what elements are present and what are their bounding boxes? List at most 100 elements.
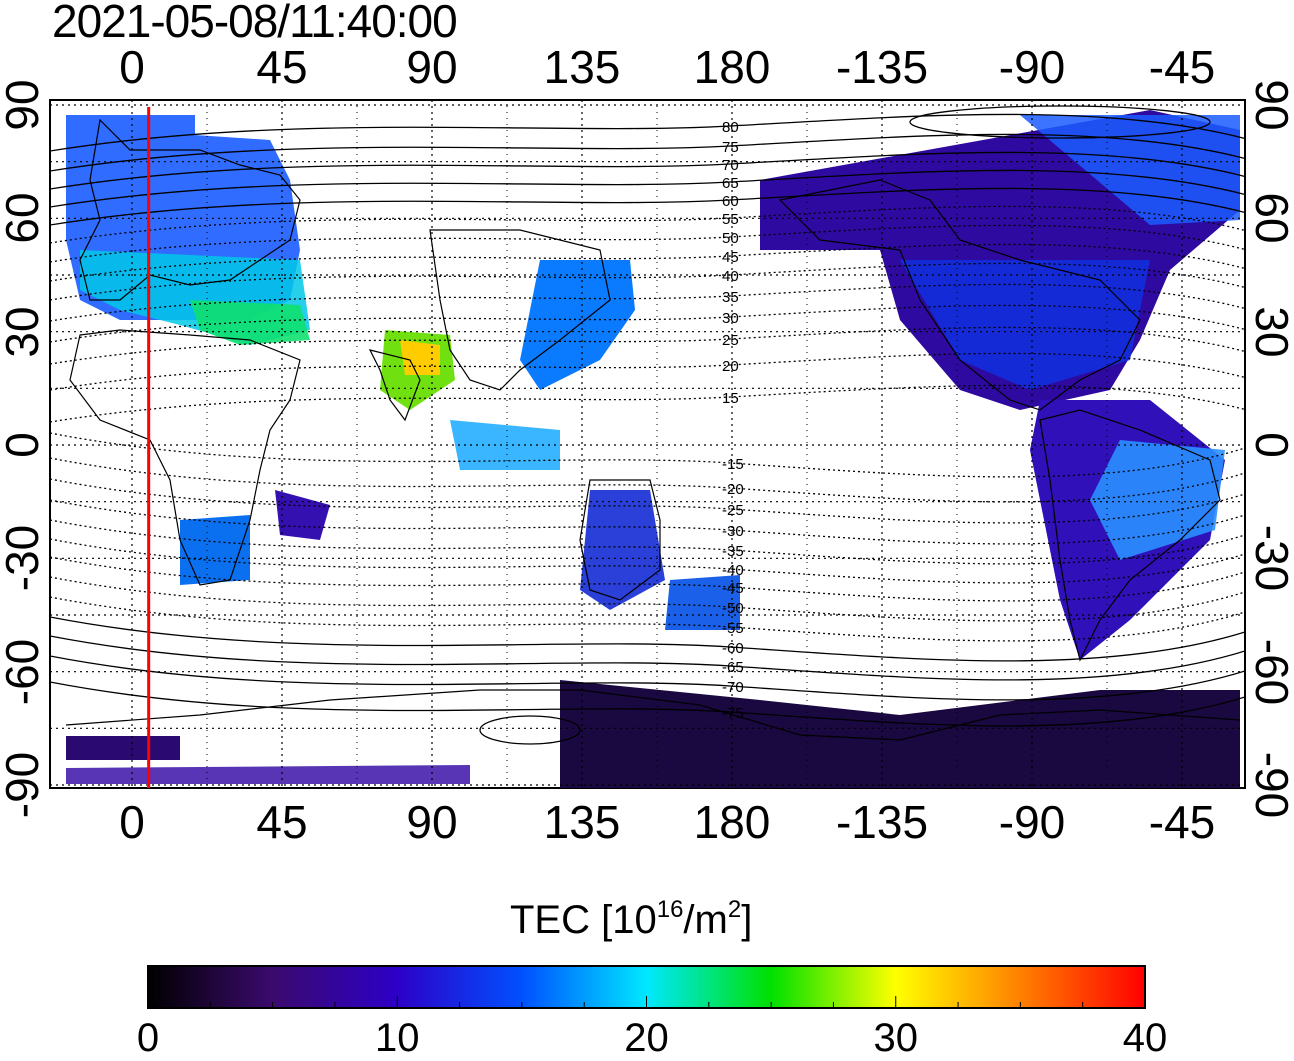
contour-line bbox=[50, 384, 1245, 423]
y-tick-label: -60 bbox=[0, 638, 48, 705]
contour-label: 45 bbox=[722, 249, 739, 266]
colorbar-title: TEC [1016/m2] bbox=[510, 896, 753, 943]
x-tick-label: -45 bbox=[1148, 796, 1216, 848]
y-tick-label: -90 bbox=[1246, 751, 1294, 819]
y-tick-label: 60 bbox=[1246, 192, 1294, 244]
tec-region-south-africa bbox=[180, 515, 250, 585]
contour-label: 70 bbox=[722, 157, 739, 174]
x-tick-label: 0 bbox=[119, 41, 145, 93]
coastline-antarctica bbox=[65, 689, 1241, 741]
coastline-africa bbox=[69, 329, 301, 586]
contour-line bbox=[50, 326, 1245, 365]
tec-region-canada bbox=[1020, 115, 1240, 225]
colorbar-tick-label: 40 bbox=[1122, 1016, 1168, 1060]
y-tick-label: 0 bbox=[0, 432, 48, 458]
contour-label: -75 bbox=[722, 705, 744, 722]
contour-line bbox=[50, 556, 1245, 602]
contour-line bbox=[50, 151, 1245, 190]
contour-label: 50 bbox=[722, 230, 739, 247]
contour-line bbox=[50, 457, 1245, 503]
coastline-europe bbox=[79, 118, 301, 301]
contour-label: -50 bbox=[722, 600, 744, 617]
contour-label: -30 bbox=[722, 523, 744, 540]
x-tick-label: 90 bbox=[406, 796, 458, 848]
contour-line bbox=[50, 133, 1245, 172]
contour-label: -70 bbox=[722, 679, 744, 696]
x-tick-label: -90 bbox=[998, 41, 1066, 93]
contour-line bbox=[50, 352, 1245, 391]
contour-loop bbox=[479, 715, 581, 745]
contour-line bbox=[50, 538, 1245, 584]
contour-label: -20 bbox=[722, 481, 744, 498]
colorbar-ticks bbox=[147, 996, 1146, 1008]
contour-label: 65 bbox=[722, 175, 739, 192]
y-tick-label: -30 bbox=[0, 525, 48, 592]
map-timestamp: 2021-05-08/11:40:00 bbox=[52, 0, 458, 47]
contour-label: 30 bbox=[722, 310, 739, 327]
tec-region-brazil bbox=[1090, 440, 1225, 560]
tec-region-south-pole-band bbox=[66, 765, 470, 784]
colorbar-tick-label: 30 bbox=[873, 1016, 919, 1060]
x-tick-label: -135 bbox=[835, 796, 929, 848]
contour-line bbox=[50, 205, 1245, 244]
x-tick-label: -90 bbox=[998, 796, 1066, 848]
tec-region-australia bbox=[580, 490, 665, 610]
y-tick-label: -60 bbox=[1246, 638, 1294, 705]
contour-label: -15 bbox=[722, 456, 744, 473]
x-tick-label: 180 bbox=[693, 41, 771, 93]
contour-label: -60 bbox=[722, 640, 744, 657]
contour-label: 40 bbox=[722, 268, 739, 285]
colorbar-tick-label: 10 bbox=[375, 1016, 420, 1060]
x-tick-label: 0 bbox=[119, 796, 145, 848]
contour-line bbox=[50, 283, 1245, 322]
y-tick-label: 30 bbox=[1246, 306, 1294, 358]
coastline-south-america bbox=[1039, 409, 1221, 662]
x-tick-label: 135 bbox=[543, 796, 621, 848]
graticule bbox=[50, 100, 1245, 788]
x-tick-label: 45 bbox=[256, 796, 308, 848]
tec-region-southern-ocean bbox=[560, 680, 1240, 788]
contour-line bbox=[50, 432, 1245, 478]
contour-label: 55 bbox=[722, 211, 739, 228]
contour-label: 60 bbox=[722, 193, 739, 210]
contour-loop-north bbox=[909, 105, 1211, 139]
x-tick-label: -135 bbox=[835, 41, 929, 93]
y-tick-label: 60 bbox=[0, 192, 48, 244]
colorbar-tick-label: 0 bbox=[136, 1016, 160, 1060]
colorbar-tick-label: 20 bbox=[624, 1016, 669, 1060]
contour-label: 20 bbox=[722, 358, 739, 375]
contour-line bbox=[50, 519, 1245, 565]
x-tick-label: -45 bbox=[1148, 41, 1216, 93]
contour-label: -25 bbox=[722, 502, 744, 519]
tec-region-madagascar bbox=[275, 490, 330, 540]
x-tick-label: 180 bbox=[693, 796, 771, 848]
contour-line bbox=[50, 635, 1245, 681]
contour-label: 15 bbox=[722, 390, 739, 407]
contour-label: -40 bbox=[722, 562, 744, 579]
x-tick-label: 45 bbox=[256, 41, 308, 93]
contour-label: 75 bbox=[722, 139, 739, 156]
y-tick-label: -30 bbox=[1246, 525, 1294, 592]
contour-line bbox=[50, 224, 1245, 263]
contour-line bbox=[50, 499, 1245, 545]
contour-label: 35 bbox=[722, 289, 739, 306]
coastline-east-asia bbox=[429, 229, 611, 391]
tec-region-south-pole-west bbox=[66, 736, 180, 760]
tec-region-india-peak bbox=[400, 340, 440, 375]
tec-region-new-zealand bbox=[665, 575, 740, 630]
tec-region-east-asia bbox=[520, 260, 635, 390]
coastlines bbox=[65, 118, 1241, 741]
contour-line bbox=[50, 113, 1245, 152]
contour-line bbox=[50, 478, 1245, 524]
tec-data-layer bbox=[66, 110, 1240, 788]
contour-line bbox=[50, 655, 1245, 701]
coastline-india bbox=[368, 349, 421, 422]
contour-label: -55 bbox=[722, 620, 744, 637]
coastline-australia bbox=[579, 479, 661, 601]
contour-line bbox=[50, 576, 1245, 622]
contour-line bbox=[50, 596, 1245, 642]
y-tick-label: 90 bbox=[1246, 79, 1294, 131]
contour-line bbox=[50, 187, 1245, 226]
